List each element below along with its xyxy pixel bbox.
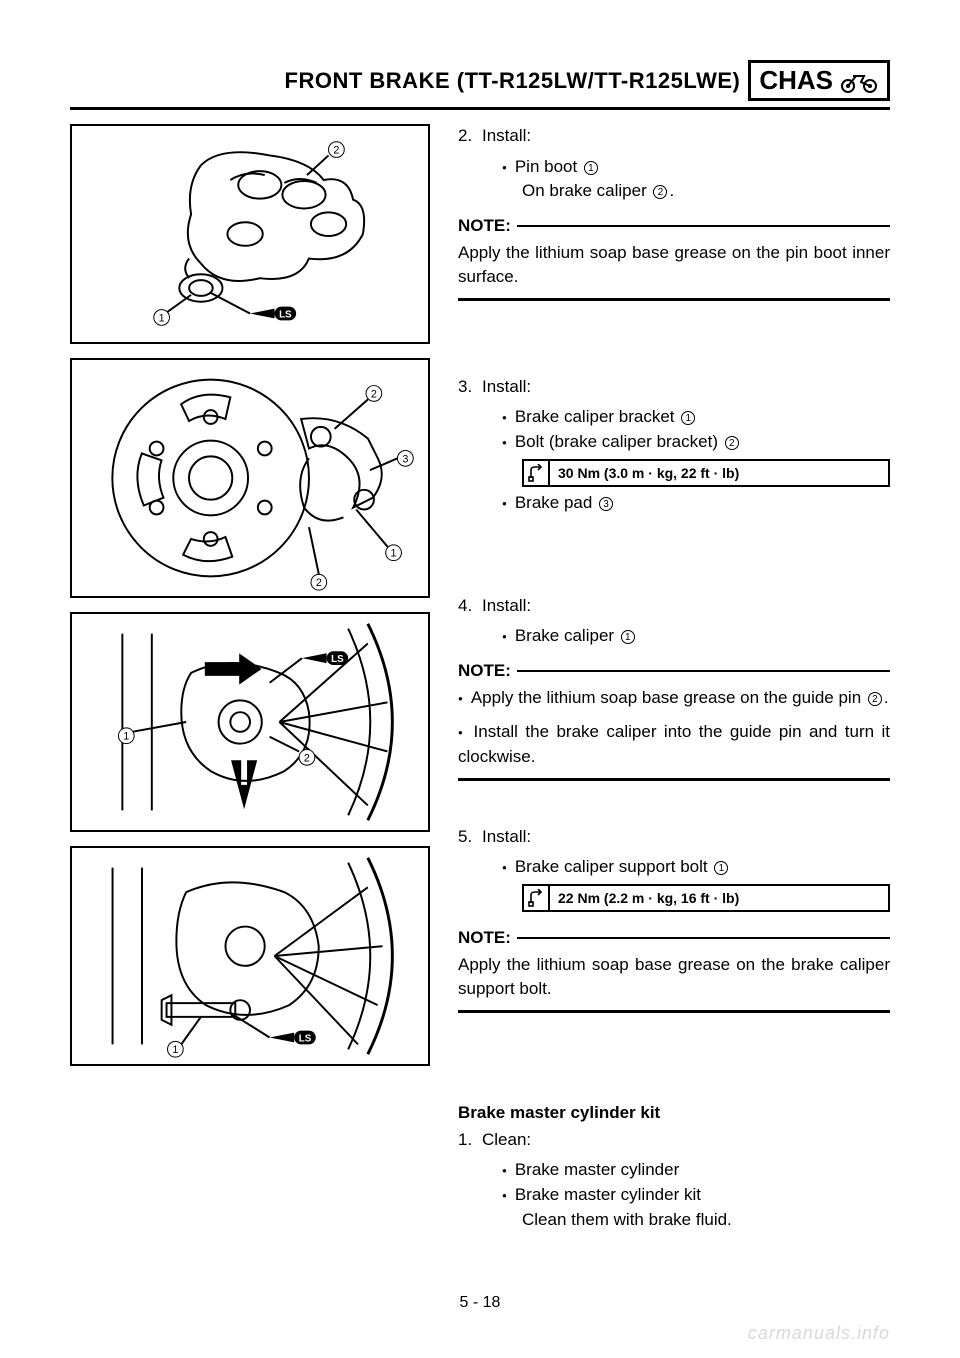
note-body: Apply the lithium soap base grease on th… [458, 953, 890, 1002]
svg-text:1: 1 [123, 731, 129, 743]
watermark: carmanuals.info [748, 1323, 890, 1344]
motorcycle-icon [839, 68, 879, 94]
step-2: 2.Install: [458, 124, 890, 149]
step-3-item-2: Bolt (brake caliper bracket) 2 [458, 430, 890, 455]
figure-pin-boot: LS 1 2 [70, 124, 430, 344]
section-title: FRONT BRAKE (TT-R125LW/TT-R125LWE) [285, 68, 741, 94]
step-verb: Install: [482, 126, 531, 145]
ref-circle: 1 [584, 161, 598, 175]
svg-text:1: 1 [159, 312, 165, 324]
torque-spec: 30 Nm (3.0 m · kg, 22 ft · lb) [522, 459, 890, 487]
figure-caliper-bracket: 2 3 1 2 [70, 358, 430, 598]
chas-label: CHAS [759, 65, 833, 96]
step-3: 3.Install: [458, 375, 890, 400]
step-2-item-2: On brake caliper 2. [458, 179, 890, 204]
step-1b-item-1: Brake master cylinder [458, 1158, 890, 1183]
ref-circle: 2 [653, 185, 667, 199]
note-end-rule [458, 298, 890, 301]
svg-text:3: 3 [402, 453, 408, 465]
note-header: NOTE: [458, 926, 890, 951]
step-1b: 1.Clean: [458, 1128, 890, 1153]
step-1b-item-2: Brake master cylinder kit [458, 1183, 890, 1208]
figure-caliper-install: LS 1 2 [70, 612, 430, 832]
step-2-item-1: Pin boot 1 [458, 155, 890, 180]
svg-text:2: 2 [333, 144, 339, 156]
torque-icon [524, 461, 550, 485]
note-header: NOTE: [458, 659, 890, 684]
subheading: Brake master cylinder kit [458, 1101, 890, 1126]
step-number: 2. [458, 124, 482, 149]
note-bullet-1: Apply the lithium soap base grease on th… [458, 686, 890, 711]
torque-spec: 22 Nm (2.2 m · kg, 16 ft · lb) [522, 884, 890, 912]
svg-text:LS: LS [299, 1033, 312, 1044]
bullet-icon [502, 157, 515, 176]
figures-column: LS 1 2 [70, 124, 430, 1232]
step-4: 4.Install: [458, 594, 890, 619]
torque-icon [524, 886, 550, 910]
svg-text:2: 2 [304, 752, 310, 764]
note-header: NOTE: [458, 214, 890, 239]
svg-text:2: 2 [316, 577, 322, 589]
figure-support-bolt: LS 1 [70, 846, 430, 1066]
svg-text:LS: LS [331, 654, 344, 665]
chas-badge: CHAS [748, 60, 890, 101]
step-5-item-1: Brake caliper support bolt 1 [458, 855, 890, 880]
note-rule [517, 225, 890, 227]
step-4-item-1: Brake caliper 1 [458, 624, 890, 649]
ls-label: LS [279, 309, 292, 320]
header-rule [70, 107, 890, 110]
page-number: 5 - 18 [0, 1294, 960, 1312]
svg-text:2: 2 [371, 388, 377, 400]
step-5: 5.Install: [458, 825, 890, 850]
svg-text:1: 1 [172, 1044, 178, 1056]
torque-value: 30 Nm (3.0 m · kg, 22 ft · lb) [550, 461, 747, 485]
note-body: Apply the lithium soap base grease on th… [458, 241, 890, 290]
note-label: NOTE: [458, 214, 511, 239]
page-header: FRONT BRAKE (TT-R125LW/TT-R125LWE) CHAS [70, 60, 890, 101]
step-3-item-3: Brake pad 3 [458, 491, 890, 516]
text-column: 2.Install: Pin boot 1 On brake caliper 2… [458, 124, 890, 1232]
svg-text:1: 1 [391, 548, 397, 560]
step-1b-item-3: Clean them with brake fluid. [458, 1208, 890, 1233]
note-bullet-2: Install the brake caliper into the guide… [458, 720, 890, 769]
step-3-item-1: Brake caliper bracket 1 [458, 405, 890, 430]
